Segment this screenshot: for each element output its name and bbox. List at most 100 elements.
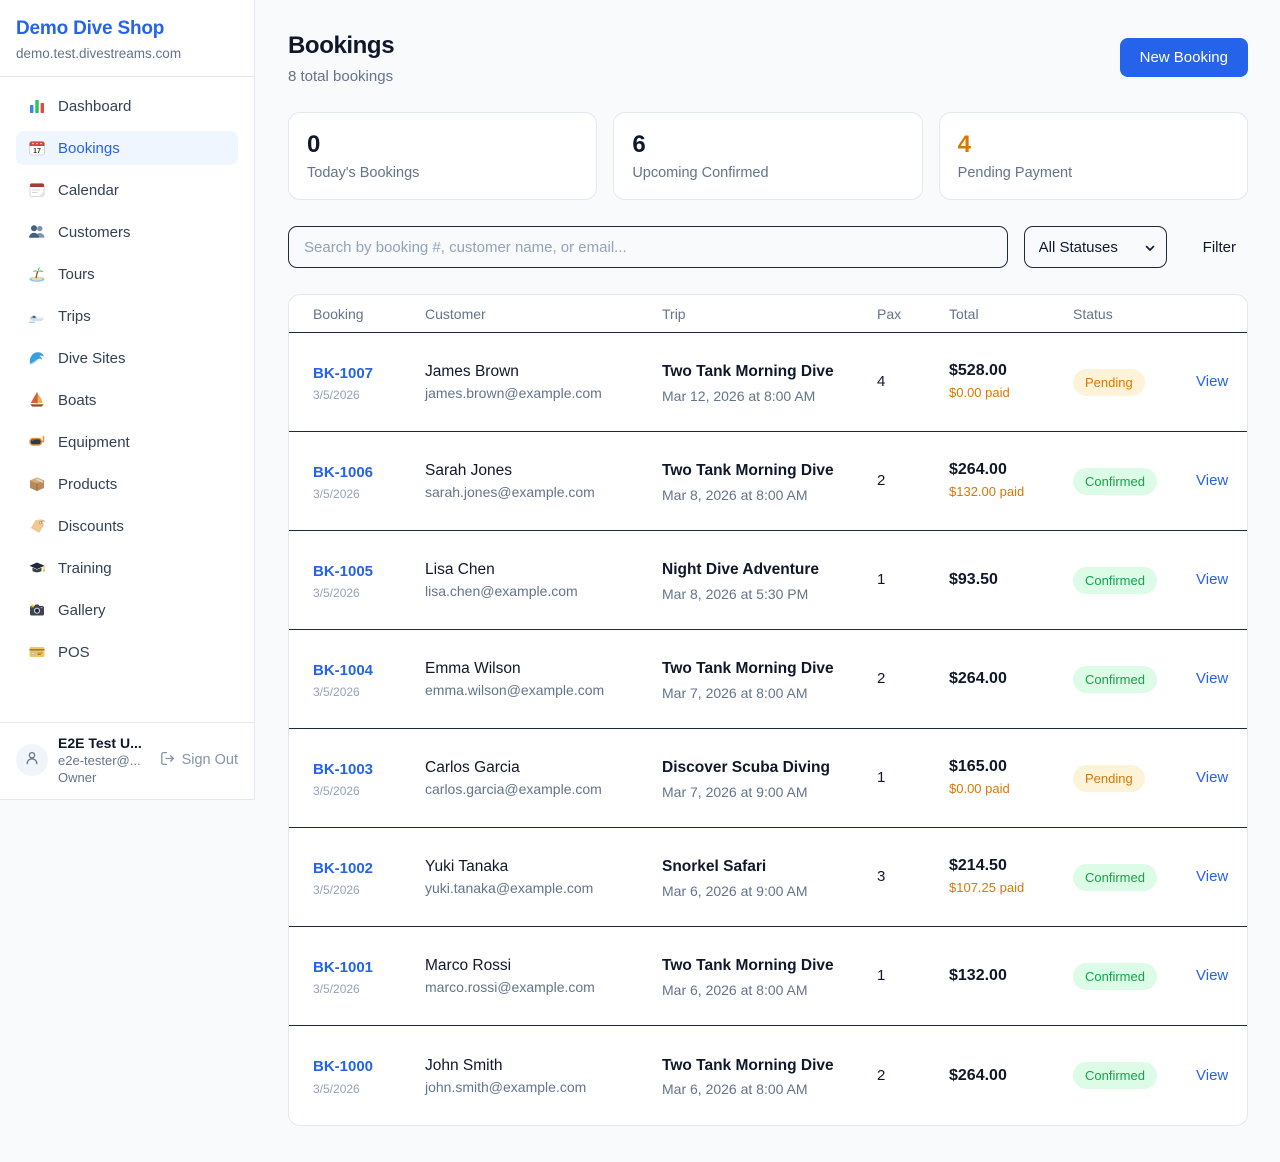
stat-value: 6	[632, 131, 646, 158]
column-header: Total	[949, 305, 979, 322]
total-cell: $93.50	[949, 571, 1073, 589]
sidebar-item-bookings[interactable]: 17 Bookings	[16, 131, 238, 165]
trip-datetime: Mar 8, 2026 at 5:30 PM	[662, 585, 809, 602]
trip-name: Two Tank Morning Dive	[662, 363, 834, 381]
sign-out-label: Sign Out	[181, 752, 238, 768]
table-row: BK-1005 3/5/2026 Lisa Chen lisa.chen@exampl…	[289, 531, 1247, 630]
sidebar-item-label: Dive Sites	[58, 349, 126, 367]
sign-out-button[interactable]: Sign Out	[159, 750, 238, 771]
status-cell: Pending	[1073, 764, 1196, 792]
bookings-table: Booking Customer Trip Pax Total Status BK-100…	[288, 294, 1248, 1126]
view-link[interactable]: View	[1196, 1066, 1229, 1084]
sidebar-item-calendar[interactable]: Calendar	[16, 173, 238, 207]
user-role: Owner	[58, 770, 97, 785]
booking-id-link[interactable]: BK-1007	[313, 364, 374, 382]
trip-datetime: Mar 7, 2026 at 8:00 AM	[662, 684, 808, 701]
status-filter-select[interactable]: All Statuses	[1023, 226, 1167, 268]
customer-email: emma.wilson@example.com	[425, 682, 605, 698]
pax-value: 1	[877, 571, 886, 588]
avatar	[16, 744, 48, 776]
table-header-row: Booking Customer Trip Pax Total Status	[289, 295, 1247, 333]
trip-datetime: Mar 6, 2026 at 8:00 AM	[662, 981, 808, 998]
view-link[interactable]: View	[1196, 670, 1229, 687]
customer-name: Carlos Garcia	[425, 759, 520, 776]
stat-label: Upcoming Confirmed	[632, 165, 769, 181]
new-booking-button[interactable]: New Booking	[1119, 38, 1248, 77]
table-row: BK-1000 3/5/2026 John Smith john.smith@exam…	[289, 1026, 1247, 1125]
total-cell: $528.00 $0.00 paid	[949, 362, 1073, 403]
shop-name: Demo Dive Shop	[16, 18, 165, 39]
column-header: Status	[1073, 305, 1113, 322]
tag-icon	[28, 517, 46, 535]
view-link[interactable]: View	[1196, 868, 1229, 885]
sidebar-item-dive-sites[interactable]: Dive Sites	[16, 341, 238, 375]
speedboat-icon	[28, 307, 46, 325]
trip-name: Two Tank Morning Dive	[662, 462, 834, 480]
customer-cell: Yuki Tanaka yuki.tanaka@example.com	[425, 858, 662, 896]
pax-cell: 2	[877, 670, 949, 688]
booking-date: 3/5/2026	[313, 487, 360, 502]
booking-id-link[interactable]: BK-1006	[313, 463, 374, 481]
trip-datetime: Mar 7, 2026 at 9:00 AM	[662, 783, 808, 800]
filter-button[interactable]: Filter	[1191, 231, 1248, 264]
sidebar-item-products[interactable]: Products	[16, 467, 238, 501]
pax-cell: 1	[877, 967, 949, 985]
booking-date: 3/5/2026	[313, 388, 360, 403]
sidebar-item-dashboard[interactable]: Dashboard	[16, 89, 238, 123]
trip-name: Night Dive Adventure	[662, 561, 820, 579]
booking-id-link[interactable]: BK-1002	[313, 859, 374, 877]
calendar-date-icon: 17	[28, 139, 46, 157]
paid-amount: $0.00 paid	[949, 384, 1010, 400]
sidebar-item-pos[interactable]: POS	[16, 635, 238, 669]
total-cell: $264.00 $132.00 paid	[949, 461, 1073, 502]
trip-name: Snorkel Safari	[662, 858, 767, 876]
sidebar-item-label: POS	[58, 643, 90, 661]
status-cell: Pending	[1073, 368, 1196, 396]
booking-cell: BK-1007 3/5/2026	[313, 362, 425, 402]
sidebar-item-training[interactable]: Training	[16, 551, 238, 585]
booking-id-link[interactable]: BK-1001	[313, 958, 374, 976]
total-amount: $264.00	[949, 670, 1007, 687]
view-link[interactable]: View	[1196, 967, 1229, 984]
sidebar-item-customers[interactable]: Customers	[16, 215, 238, 249]
customer-name: Sarah Jones	[425, 462, 513, 479]
page-title-block: Bookings 8 total bookings	[288, 32, 395, 85]
sidebar-item-gallery[interactable]: Gallery	[16, 593, 238, 627]
pax-value: 4	[877, 373, 886, 390]
trip-name: Discover Scuba Diving	[662, 759, 830, 777]
pax-value: 3	[877, 868, 886, 885]
status-cell: Confirmed	[1073, 1062, 1196, 1089]
booking-date: 3/5/2026	[313, 685, 360, 700]
trip-cell: Night Dive Adventure Mar 8, 2026 at 5:30 …	[662, 558, 877, 601]
booking-id-link[interactable]: BK-1004	[313, 661, 374, 679]
paid-amount: $132.00 paid	[949, 483, 1025, 499]
view-link[interactable]: View	[1196, 472, 1229, 489]
sidebar-item-trips[interactable]: Trips	[16, 299, 238, 333]
sidebar-item-discounts[interactable]: Discounts	[16, 509, 238, 543]
customer-name: Lisa Chen	[425, 561, 495, 578]
booking-id-link[interactable]: BK-1005	[313, 562, 374, 580]
action-cell: View	[1196, 373, 1228, 391]
status-badge: Confirmed	[1073, 665, 1157, 693]
booking-id-link[interactable]: BK-1000	[313, 1058, 374, 1076]
sidebar-item-equipment[interactable]: Equipment	[16, 425, 238, 459]
svg-text:17: 17	[33, 148, 41, 155]
sidebar-item-label: Discounts	[58, 517, 124, 535]
sidebar-item-boats[interactable]: Boats	[16, 383, 238, 417]
sidebar-item-label: Equipment	[58, 433, 130, 451]
view-link[interactable]: View	[1196, 571, 1229, 588]
customer-cell: Emma Wilson emma.wilson@example.com	[425, 660, 662, 698]
action-cell: View	[1196, 472, 1228, 490]
customer-email: sarah.jones@example.com	[425, 484, 595, 500]
view-link[interactable]: View	[1196, 769, 1229, 786]
package-icon	[28, 475, 46, 493]
booking-cell: BK-1005 3/5/2026	[313, 560, 425, 600]
table-row: BK-1006 3/5/2026 Sarah Jones sarah.jones@ex…	[289, 432, 1247, 531]
view-link[interactable]: View	[1196, 373, 1229, 390]
action-cell: View	[1196, 571, 1228, 589]
search-input[interactable]	[288, 226, 1008, 268]
column-header: Booking	[313, 305, 364, 322]
sidebar-item-tours[interactable]: Tours	[16, 257, 238, 291]
action-cell: View	[1196, 868, 1228, 886]
booking-id-link[interactable]: BK-1003	[313, 760, 374, 778]
